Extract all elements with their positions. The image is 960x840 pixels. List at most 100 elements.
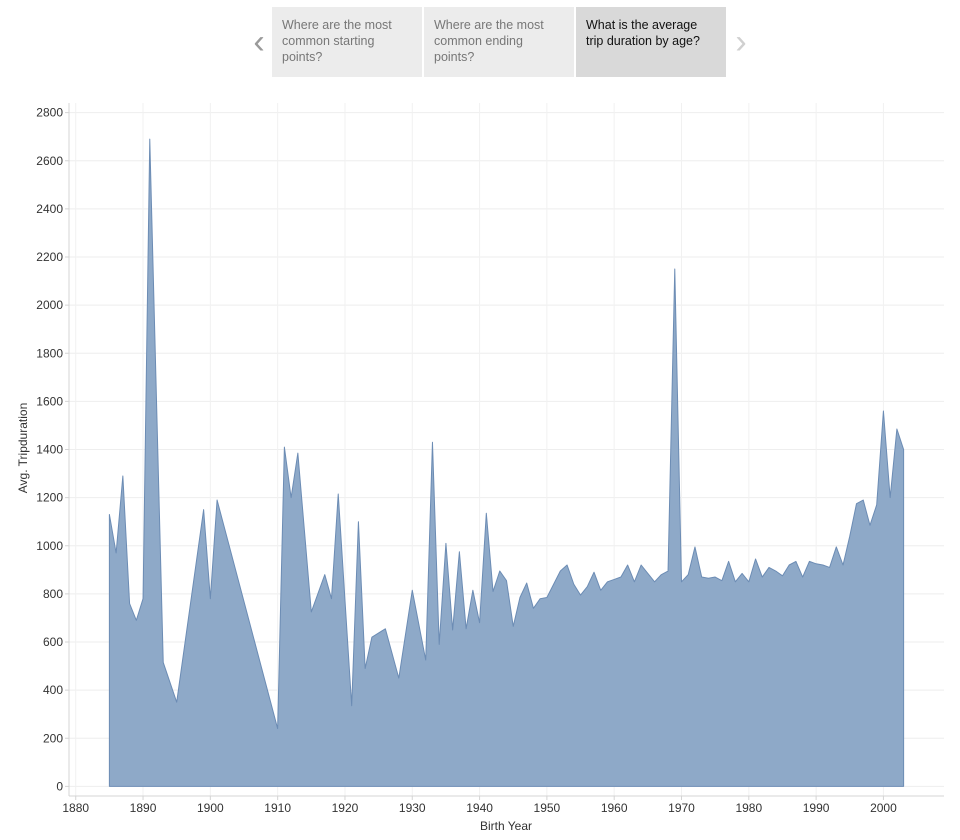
data-point[interactable] [611,576,617,582]
data-point[interactable] [571,581,577,587]
data-point[interactable] [712,574,718,580]
data-point[interactable] [483,510,489,516]
data-point[interactable] [658,572,664,578]
data-point[interactable] [840,562,846,568]
data-point[interactable] [631,579,637,585]
data-point[interactable] [288,495,294,501]
data-point[interactable] [355,519,361,525]
data-point[interactable] [874,502,880,508]
data-point[interactable] [584,584,590,590]
data-point[interactable] [591,569,597,575]
data-point[interactable] [133,617,139,623]
data-point[interactable] [470,587,476,593]
data-point[interactable] [295,450,301,456]
data-point[interactable] [544,594,550,600]
data-point[interactable] [120,473,126,479]
data-point[interactable] [854,501,860,507]
data-point[interactable] [665,568,671,574]
data-point[interactable] [369,634,375,640]
data-point[interactable] [127,601,133,607]
data-point[interactable] [820,562,826,568]
data-point[interactable] [174,699,180,705]
data-point[interactable] [860,497,866,503]
data-point[interactable] [779,573,785,579]
chevron-left-icon[interactable]: ‹ [253,22,265,61]
data-point[interactable] [598,587,604,593]
data-point[interactable] [786,562,792,568]
data-point[interactable] [214,497,220,503]
data-point[interactable] [450,627,456,633]
data-point[interactable] [113,550,119,556]
data-point[interactable] [726,558,732,564]
data-point[interactable] [147,136,153,142]
data-point[interactable] [140,596,146,602]
data-point[interactable] [396,675,402,681]
data-point[interactable] [652,579,658,585]
data-point[interactable] [564,562,570,568]
data-point[interactable] [530,605,536,611]
data-point[interactable] [692,544,698,550]
data-point[interactable] [672,266,678,272]
data-point[interactable] [887,495,893,501]
data-point[interactable] [766,564,772,570]
data-point[interactable] [409,587,415,593]
data-point[interactable] [719,578,725,584]
data-point[interactable] [705,575,711,581]
data-point[interactable] [847,533,853,539]
data-point[interactable] [429,439,435,445]
data-point[interactable] [335,491,341,497]
data-point[interactable] [201,507,207,513]
data-point[interactable] [699,574,705,580]
data-point[interactable] [106,511,112,517]
data-point[interactable] [901,447,907,453]
chevron-right-icon[interactable]: › [735,22,747,61]
data-point[interactable] [349,703,355,709]
data-point[interactable] [625,562,631,568]
data-point[interactable] [827,564,833,570]
data-point[interactable] [497,568,503,574]
data-point[interactable] [880,408,886,414]
data-point[interactable] [322,572,328,578]
data-point[interactable] [753,556,759,562]
data-point[interactable] [645,570,651,576]
data-point[interactable] [443,540,449,546]
data-point[interactable] [679,579,685,585]
storypoint-ending-points[interactable]: Where are the most common ending points? [424,7,574,77]
data-point[interactable] [517,594,523,600]
data-point[interactable] [537,596,543,602]
data-point[interactable] [806,558,812,564]
data-point[interactable] [773,568,779,574]
data-point[interactable] [833,544,839,550]
data-point[interactable] [638,562,644,568]
data-point[interactable] [524,580,530,586]
data-point[interactable] [456,549,462,555]
data-point[interactable] [746,579,752,585]
data-point[interactable] [423,657,429,663]
data-point[interactable] [308,609,314,615]
data-point[interactable] [685,572,691,578]
data-point[interactable] [436,641,442,647]
data-point[interactable] [894,426,900,432]
data-point[interactable] [793,558,799,564]
data-point[interactable] [510,623,516,629]
data-point[interactable] [382,626,388,632]
data-point[interactable] [739,570,745,576]
data-point[interactable] [463,626,469,632]
data-point[interactable] [275,726,281,732]
data-point[interactable] [557,568,563,574]
data-point[interactable] [504,578,510,584]
data-point[interactable] [490,588,496,594]
data-point[interactable] [160,659,166,665]
data-point[interactable] [867,522,873,528]
data-point[interactable] [604,579,610,585]
data-point[interactable] [732,579,738,585]
data-point[interactable] [618,574,624,580]
data-point[interactable] [551,581,557,587]
data-point[interactable] [578,592,584,598]
data-point[interactable] [800,574,806,580]
storypoint-trip-duration[interactable]: What is the average trip duration by age… [576,7,726,77]
data-point[interactable] [281,444,287,450]
data-point[interactable] [477,620,483,626]
data-point[interactable] [207,596,213,602]
data-point[interactable] [329,596,335,602]
